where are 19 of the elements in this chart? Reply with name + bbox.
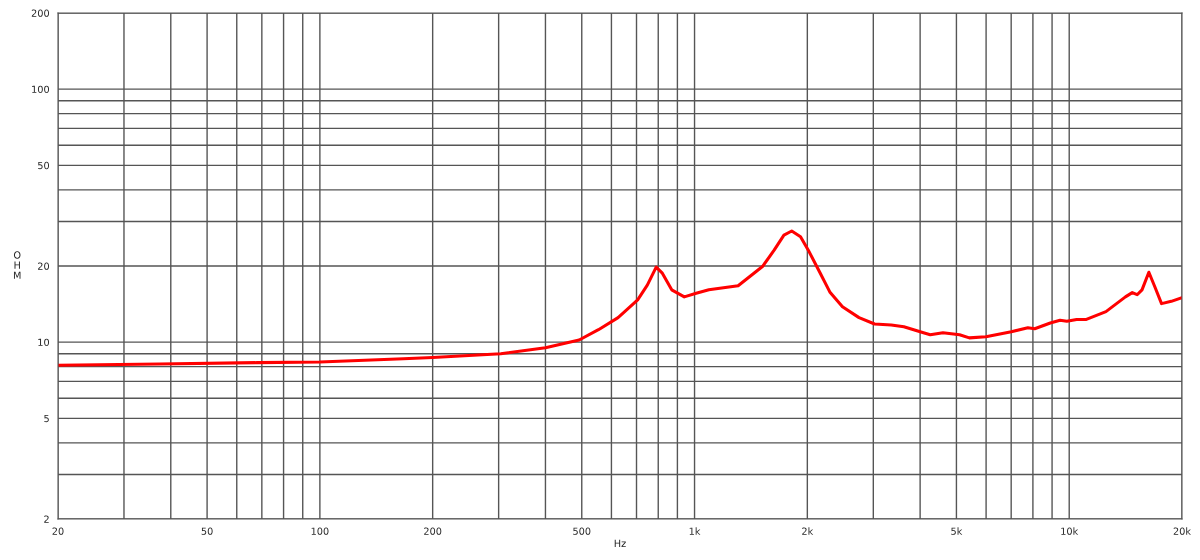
y-tick-label: 2	[44, 515, 49, 523]
y-tick-label: 10	[38, 338, 50, 346]
x-tick-label: 500	[573, 527, 591, 535]
x-axis-title: Hz	[614, 539, 626, 547]
x-tick-label: 10k	[1061, 527, 1079, 535]
y-tick-label: 50	[38, 161, 50, 170]
y-tick-label: 5	[44, 414, 49, 423]
x-tick-label: 50	[201, 527, 213, 535]
y-tick-label: 20	[38, 262, 50, 270]
x-tick-label: 200	[424, 527, 442, 535]
y-tick-label: 200	[31, 9, 50, 17]
x-tick-label: 20k	[1173, 527, 1191, 535]
x-tick-label: 20	[52, 527, 64, 535]
y-axis-title: OHM	[13, 251, 21, 279]
x-tick-label: 100	[311, 527, 329, 535]
x-tick-label: 5k	[951, 527, 963, 535]
x-tick-label: 1k	[689, 527, 701, 535]
y-tick-label: 100	[32, 85, 50, 93]
x-tick-label: 2k	[802, 527, 814, 535]
